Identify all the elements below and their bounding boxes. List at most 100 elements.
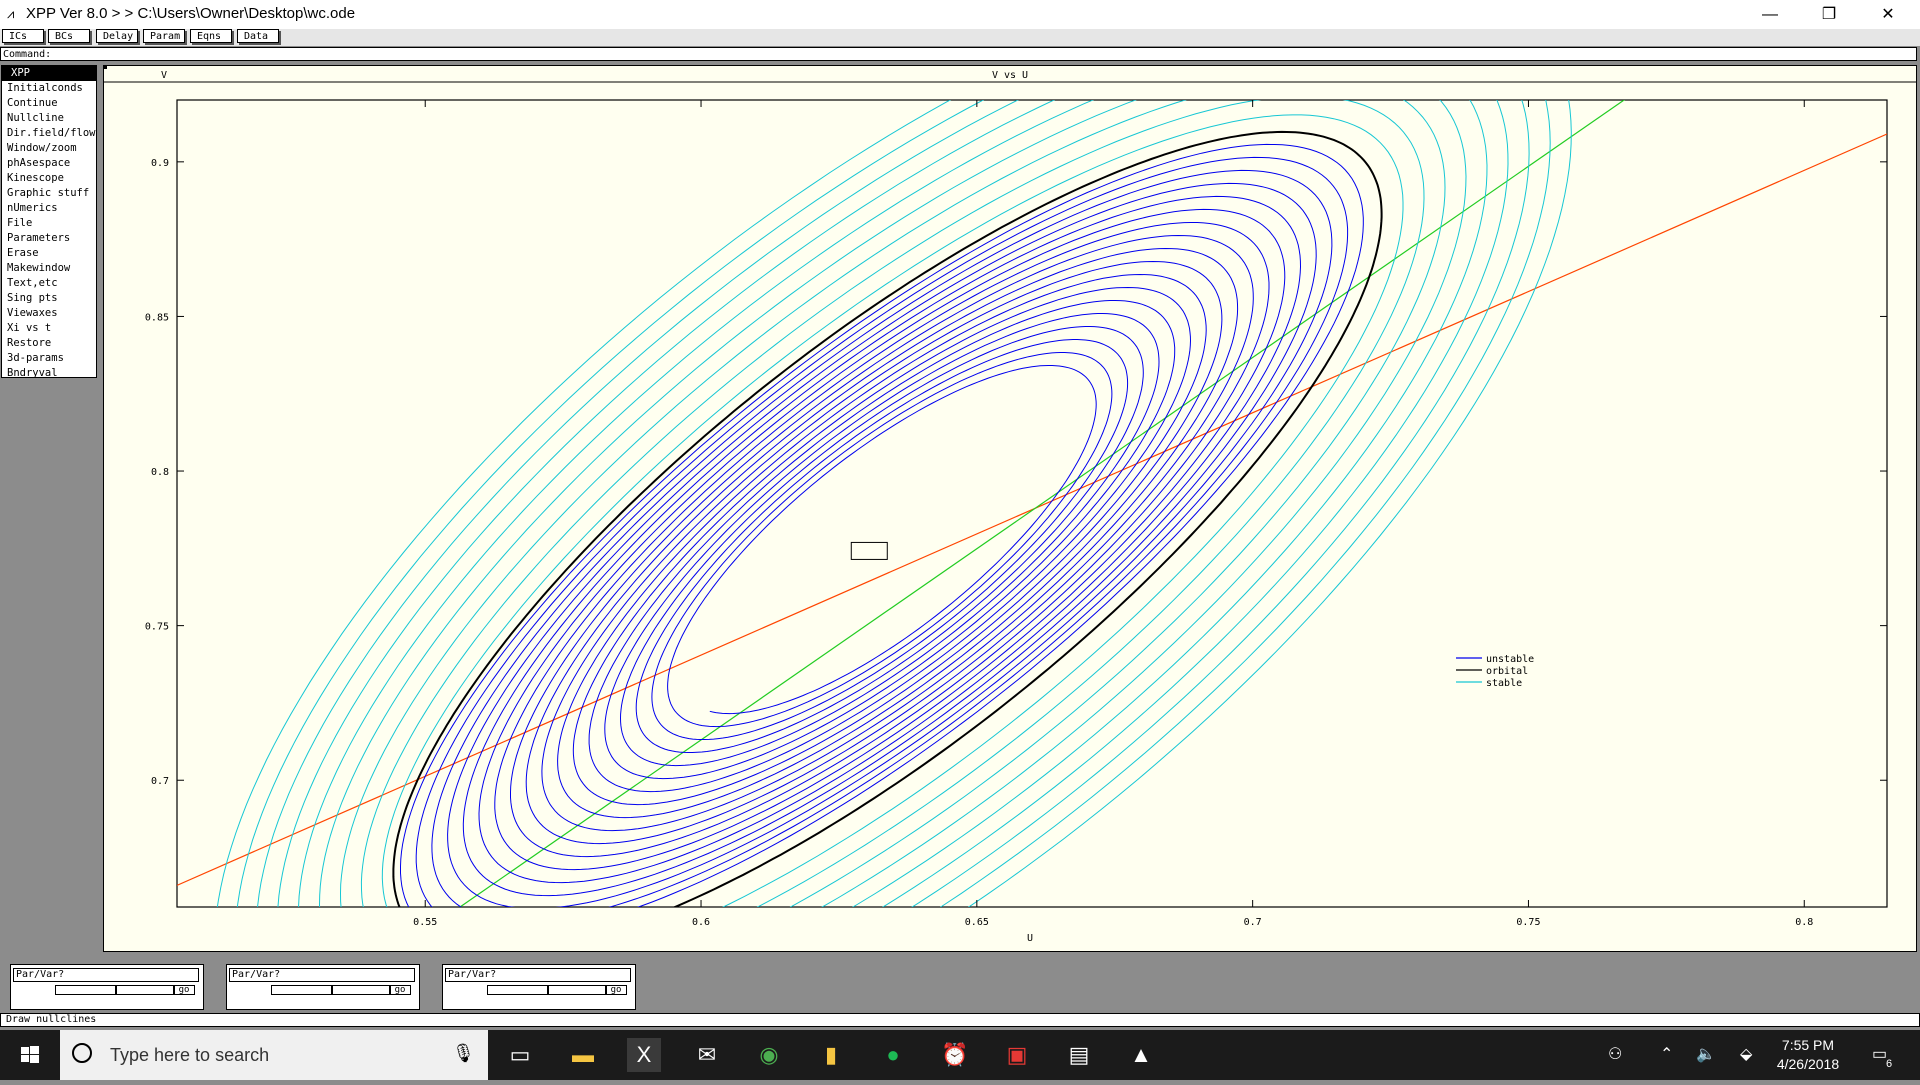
menu-item-makewindow[interactable]: Makewindow — [7, 262, 71, 274]
slider-panel-3: Par/Var? go — [442, 964, 636, 1010]
title-bar: ⩘ XPP Ver 8.0 > > C:\Users\Owner\Desktop… — [0, 0, 1920, 29]
command-label: Command: — [3, 49, 52, 60]
dropbox-icon[interactable]: ⬙ — [1740, 1046, 1753, 1063]
chrome-icon[interactable]: ◉ — [759, 1042, 779, 1067]
x-tick-label: 0.6 — [692, 917, 710, 928]
close-button[interactable]: ✕ — [1881, 6, 1895, 23]
eqns-button[interactable]: Eqns — [190, 29, 232, 43]
slider-track[interactable] — [271, 985, 391, 995]
menu-item-parameters[interactable]: Parameters — [7, 232, 71, 244]
people-icon[interactable]: ⚇ — [1608, 1046, 1623, 1063]
ics-button[interactable]: ICs — [2, 29, 44, 43]
trajectory-stable — [216, 100, 1572, 907]
task-view-icon[interactable]: ▭ — [509, 1042, 531, 1067]
nullcline-2 — [458, 100, 1626, 907]
status-bar: Draw nullclines — [0, 1013, 1920, 1027]
y-tick-label: 0.85 — [145, 312, 169, 323]
clock-date: 4/26/2018 — [1776, 1056, 1840, 1072]
x-tick-label: 0.65 — [965, 917, 989, 928]
menu-item-dir-field-flow[interactable]: Dir.field/flow — [7, 127, 96, 139]
menu-item-numerics[interactable]: nUmerics — [7, 202, 58, 214]
slider-par-var-field[interactable]: Par/Var? — [13, 968, 199, 982]
menu-item-sing-pts[interactable]: Sing pts — [7, 292, 58, 304]
slider-par-var-field[interactable]: Par/Var? — [445, 968, 631, 982]
slider-track[interactable] — [487, 985, 607, 995]
menu-item-graphic-stuff[interactable]: Graphic stuff — [7, 187, 90, 199]
nullcline-1 — [177, 133, 1887, 886]
notifications-icon[interactable]: ▭ — [1872, 1046, 1888, 1063]
slider-par-var-field[interactable]: Par/Var? — [229, 968, 415, 982]
bcs-button[interactable]: BCs — [48, 29, 90, 43]
legend-label-orbital: orbital — [1486, 666, 1528, 677]
param-button[interactable]: Param — [143, 29, 185, 43]
y-tick-label: 0.8 — [151, 467, 169, 478]
menu-item-file[interactable]: File — [7, 217, 33, 229]
trajectory-orbital — [392, 130, 1383, 907]
slider-knob[interactable] — [547, 985, 549, 995]
acrobat-icon[interactable]: ▣ — [1006, 1042, 1028, 1067]
microphone-icon[interactable]: 🎙 — [452, 1043, 475, 1063]
x-tick-label: 0.8 — [1795, 917, 1813, 928]
photos-icon[interactable]: ▲ — [1130, 1042, 1152, 1067]
minimize-button[interactable]: — — [1762, 6, 1778, 23]
slider-go-button[interactable]: go — [605, 985, 627, 995]
graph-window[interactable]: V V vs U U 0.55 0.6 0.65 0.7 0.75 0.8 0.7 0.75 0… — [103, 65, 1917, 952]
y-tick-label: 0.7 — [151, 776, 169, 787]
graph-title: V vs U — [992, 70, 1028, 81]
slider-go-button[interactable]: go — [389, 985, 411, 995]
data-button[interactable]: Data — [237, 29, 279, 43]
plot-frame — [176, 99, 1888, 908]
command-input[interactable]: Command: — [0, 47, 1917, 61]
clock-time: 7:55 PM — [1781, 1037, 1835, 1053]
slider-knob[interactable] — [115, 985, 117, 995]
restore-button[interactable]: ❐ — [1821, 6, 1837, 23]
slider-track[interactable] — [55, 985, 175, 995]
menu-item-text-etc[interactable]: Text,etc — [7, 277, 58, 289]
legend-label-stable: stable — [1486, 678, 1522, 689]
spotify-icon[interactable]: ● — [886, 1042, 900, 1067]
xpp-icon[interactable]: X — [627, 1038, 661, 1072]
menu-item-xi-vs-t[interactable]: Xi vs t — [7, 322, 52, 334]
menu-item-initialconds[interactable]: Initialconds — [7, 82, 83, 94]
slider-go-button[interactable]: go — [173, 985, 195, 995]
menu-item-window-zoom[interactable]: Window/zoom — [7, 142, 77, 154]
volume-icon[interactable]: 🔈 — [1696, 1046, 1716, 1063]
menu-item-restore[interactable]: Restore — [7, 337, 52, 349]
taskbar: Type here to search 🎙 ▭ ▬ X ✉ ◉ ▮ ● ⏰ ▣ … — [0, 1030, 1920, 1080]
notification-count: 6 — [1886, 1058, 1893, 1070]
menu-item-bndryval[interactable]: Bndryval — [7, 367, 58, 379]
terminal-icon[interactable]: ▤ — [1068, 1042, 1090, 1067]
x-tick-label: 0.75 — [1516, 917, 1540, 928]
graph-corner-label: V — [161, 70, 167, 81]
menu-item-viewaxes[interactable]: Viewaxes — [7, 307, 58, 319]
cortana-icon — [72, 1043, 92, 1063]
file-explorer-icon[interactable]: ▬ — [572, 1042, 594, 1067]
x-tick-label: 0.55 — [413, 917, 437, 928]
search-placeholder: Type here to search — [110, 1045, 270, 1065]
menu-item-erase[interactable]: Erase — [7, 247, 39, 259]
delay-button[interactable]: Delay — [96, 29, 138, 43]
mail-icon[interactable]: ✉ — [697, 1042, 717, 1067]
menu-item-xpp[interactable]: XPP — [2, 66, 96, 81]
slider-panel-2: Par/Var? go — [226, 964, 420, 1010]
menu-item-phasespace[interactable]: phAsespace — [7, 157, 71, 169]
menu-item-nullcline[interactable]: Nullcline — [7, 112, 64, 124]
start-button[interactable] — [0, 1030, 58, 1080]
menu-item-3d-params[interactable]: 3d-params — [7, 352, 64, 364]
fixed-point-marker — [850, 541, 888, 560]
menu-item-kinescope[interactable]: Kinescope — [7, 172, 64, 184]
status-text: Draw nullclines — [6, 1014, 97, 1025]
windows-logo-icon — [21, 1046, 39, 1063]
x-axis-label: U — [1027, 933, 1033, 944]
files-icon[interactable]: ▮ — [824, 1042, 838, 1067]
menu-item-continue[interactable]: Continue — [7, 97, 58, 109]
y-tick-label: 0.75 — [145, 622, 169, 633]
window-title: XPP Ver 8.0 > > C:\Users\Owner\Desktop\w… — [26, 5, 356, 22]
slider-knob[interactable] — [331, 985, 333, 995]
slider-panel-1: Par/Var? go — [10, 964, 204, 1010]
y-tick-label: 0.9 — [151, 158, 169, 169]
search-box[interactable]: Type here to search 🎙 — [60, 1030, 488, 1080]
chevron-up-icon[interactable]: ⌃ — [1660, 1046, 1674, 1063]
alarm-icon[interactable]: ⏰ — [941, 1042, 969, 1067]
clock[interactable]: 7:55 PM 4/26/2018 — [1754, 1036, 1862, 1074]
